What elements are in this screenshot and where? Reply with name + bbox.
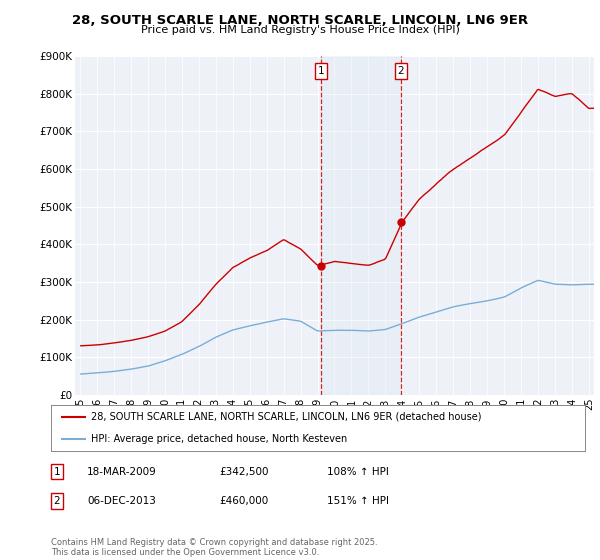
Text: 1: 1	[318, 66, 325, 76]
Text: 2: 2	[398, 66, 404, 76]
Text: £460,000: £460,000	[219, 496, 268, 506]
Text: 151% ↑ HPI: 151% ↑ HPI	[327, 496, 389, 506]
Text: 28, SOUTH SCARLE LANE, NORTH SCARLE, LINCOLN, LN6 9ER: 28, SOUTH SCARLE LANE, NORTH SCARLE, LIN…	[72, 14, 528, 27]
Text: 18-MAR-2009: 18-MAR-2009	[87, 466, 157, 477]
Text: Contains HM Land Registry data © Crown copyright and database right 2025.
This d: Contains HM Land Registry data © Crown c…	[51, 538, 377, 557]
Text: £342,500: £342,500	[219, 466, 269, 477]
Text: 2: 2	[53, 496, 61, 506]
Text: Price paid vs. HM Land Registry's House Price Index (HPI): Price paid vs. HM Land Registry's House …	[140, 25, 460, 35]
Text: 06-DEC-2013: 06-DEC-2013	[87, 496, 156, 506]
Text: 28, SOUTH SCARLE LANE, NORTH SCARLE, LINCOLN, LN6 9ER (detached house): 28, SOUTH SCARLE LANE, NORTH SCARLE, LIN…	[91, 412, 482, 422]
Text: 1: 1	[53, 466, 61, 477]
Text: HPI: Average price, detached house, North Kesteven: HPI: Average price, detached house, Nort…	[91, 434, 347, 444]
Bar	[321, 56, 401, 395]
Text: 108% ↑ HPI: 108% ↑ HPI	[327, 466, 389, 477]
